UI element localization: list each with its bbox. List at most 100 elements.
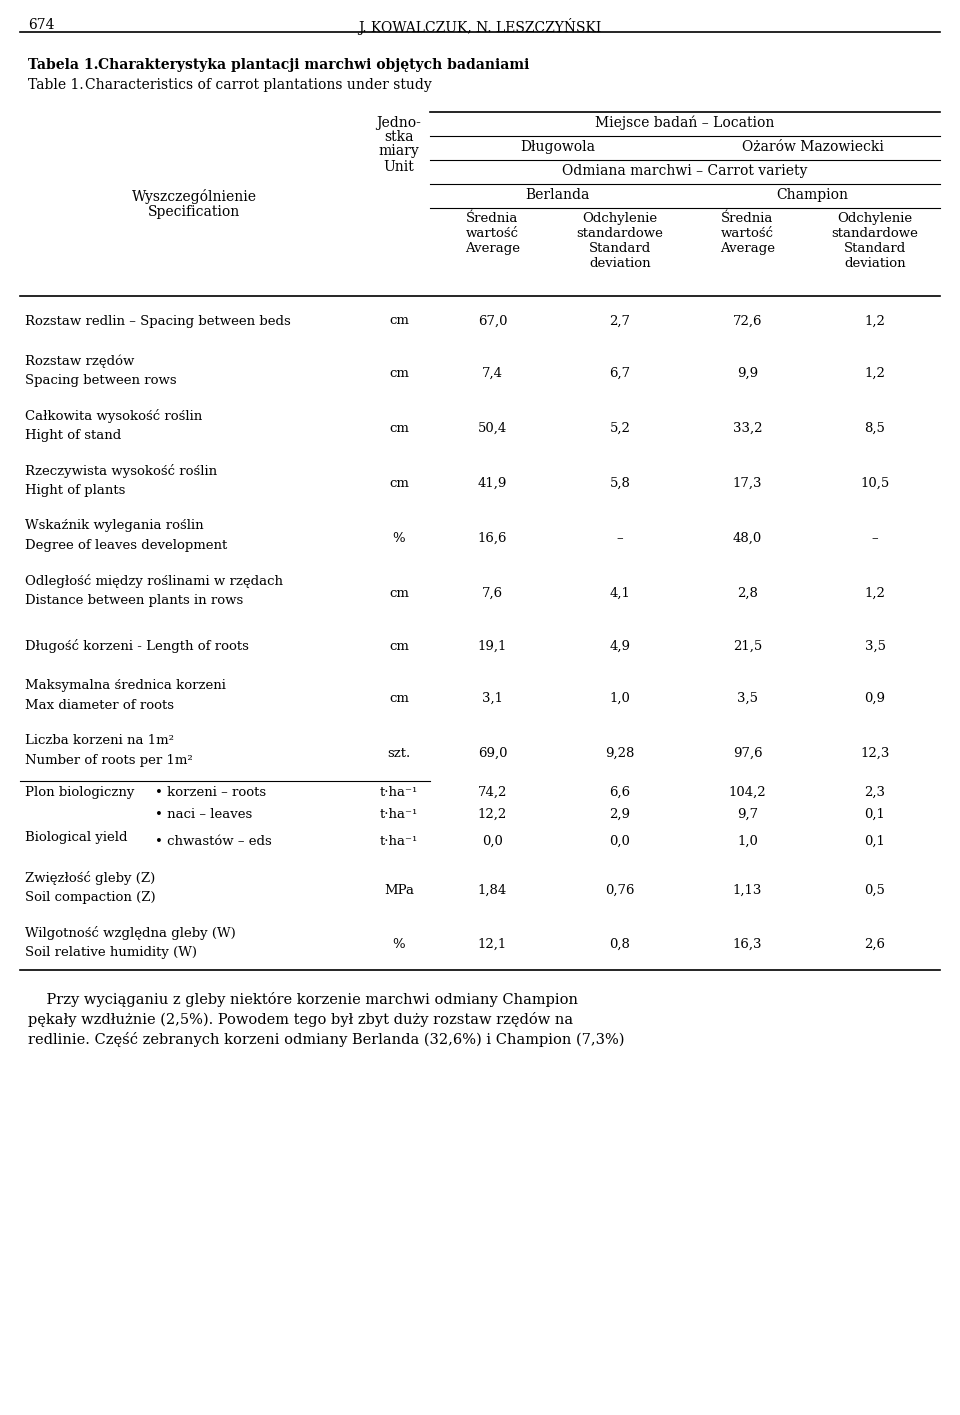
Text: • naci – leaves: • naci – leaves [155,808,252,821]
Text: Degree of leaves development: Degree of leaves development [25,539,228,552]
Text: stka: stka [384,130,414,144]
Text: 1,84: 1,84 [478,884,507,897]
Text: 72,6: 72,6 [732,314,762,327]
Text: 1,0: 1,0 [737,835,758,848]
Text: 1,0: 1,0 [610,692,631,705]
Text: 1,2: 1,2 [865,314,885,327]
Text: miary: miary [378,144,420,158]
Text: Średnia
wartość
Average: Średnia wartość Average [465,212,520,255]
Text: cm: cm [389,314,409,327]
Text: pękały wzdłużnie (2,5%). Powodem tego był zbyt duży rozstaw rzędów na: pękały wzdłużnie (2,5%). Powodem tego by… [28,1012,573,1027]
Text: Wilgotność względna gleby (W): Wilgotność względna gleby (W) [25,925,236,940]
Text: 16,3: 16,3 [732,938,762,951]
Text: Odchylenie
standardowe
Standard
deviation: Odchylenie standardowe Standard deviatio… [831,212,919,270]
Text: Miejsce badań – Location: Miejsce badań – Location [595,116,775,130]
Text: 2,9: 2,9 [610,808,631,821]
Text: • korzeni – roots: • korzeni – roots [155,785,266,799]
Text: Spacing between rows: Spacing between rows [25,374,177,386]
Text: t·ha⁻¹: t·ha⁻¹ [380,808,419,821]
Text: cm: cm [389,692,409,705]
Text: 6,6: 6,6 [610,785,631,799]
Text: –: – [872,532,878,545]
Text: 7,6: 7,6 [482,587,503,600]
Text: szt.: szt. [388,747,411,760]
Text: 69,0: 69,0 [478,747,507,760]
Text: 4,1: 4,1 [610,587,631,600]
Text: Wyszczególnienie: Wyszczególnienie [132,188,256,204]
Text: 3,5: 3,5 [737,692,758,705]
Text: 2,7: 2,7 [610,314,631,327]
Text: 674: 674 [28,18,55,33]
Text: Odmiana marchwi – Carrot variety: Odmiana marchwi – Carrot variety [563,164,807,178]
Text: 19,1: 19,1 [478,640,507,652]
Text: –: – [616,532,623,545]
Text: 0,5: 0,5 [865,884,885,897]
Text: Długość korzeni - Length of roots: Długość korzeni - Length of roots [25,640,249,652]
Text: Zwięzłość gleby (Z): Zwięzłość gleby (Z) [25,872,156,884]
Text: 0,1: 0,1 [865,835,885,848]
Text: 9,28: 9,28 [606,747,635,760]
Text: 2,6: 2,6 [865,938,885,951]
Text: Rozstaw redlin – Spacing between beds: Rozstaw redlin – Spacing between beds [25,314,291,327]
Text: Max diameter of roots: Max diameter of roots [25,699,174,712]
Text: Champion: Champion [777,188,849,202]
Text: Specification: Specification [148,205,240,219]
Text: 12,1: 12,1 [478,938,507,951]
Text: Table 1.: Table 1. [28,78,84,92]
Text: Hight of plants: Hight of plants [25,484,126,497]
Text: 12,3: 12,3 [860,747,890,760]
Text: Ożarów Mazowiecki: Ożarów Mazowiecki [741,140,883,154]
Text: 5,8: 5,8 [610,477,631,490]
Text: 2,8: 2,8 [737,587,758,600]
Text: 10,5: 10,5 [860,477,890,490]
Text: Distance between plants in rows: Distance between plants in rows [25,594,243,607]
Text: 0,0: 0,0 [482,835,503,848]
Text: 9,9: 9,9 [737,366,758,381]
Text: Jedno-: Jedno- [376,116,421,130]
Text: J. KOWALCZUK, N. LESZCZYŃSKI: J. KOWALCZUK, N. LESZCZYŃSKI [358,18,602,35]
Text: cm: cm [389,366,409,381]
Text: Biological yield: Biological yield [25,831,128,843]
Text: 6,7: 6,7 [610,366,631,381]
Text: Soil compaction (Z): Soil compaction (Z) [25,891,156,904]
Text: Berlanda: Berlanda [525,188,589,202]
Text: cm: cm [389,477,409,490]
Text: Wskaźnik wylegania roślin: Wskaźnik wylegania roślin [25,519,204,532]
Text: Przy wyciąganiu z gleby niektóre korzenie marchwi odmiany Champion: Przy wyciąganiu z gleby niektóre korzeni… [28,992,578,1007]
Text: Soil relative humidity (W): Soil relative humidity (W) [25,947,197,959]
Text: t·ha⁻¹: t·ha⁻¹ [380,835,419,848]
Text: 0,0: 0,0 [610,835,631,848]
Text: Rzeczywista wysokość roślin: Rzeczywista wysokość roślin [25,464,217,478]
Text: Całkowita wysokość roślin: Całkowita wysokość roślin [25,409,203,423]
Text: Charakterystyka plantacji marchwi objętych badaniami: Charakterystyka plantacji marchwi objęty… [98,58,529,72]
Text: Średnia
wartość
Average: Średnia wartość Average [720,212,775,255]
Text: Maksymalna średnica korzeni: Maksymalna średnica korzeni [25,679,226,692]
Text: cm: cm [389,640,409,652]
Text: 4,9: 4,9 [610,640,631,652]
Text: Odległość między roślinami w rzędach: Odległość między roślinami w rzędach [25,574,283,589]
Text: 1,2: 1,2 [865,587,885,600]
Text: t·ha⁻¹: t·ha⁻¹ [380,785,419,799]
Text: 21,5: 21,5 [732,640,762,652]
Text: 67,0: 67,0 [478,314,507,327]
Text: redlinie. Część zebranych korzeni odmiany Berlanda (32,6%) i Champion (7,3%): redlinie. Część zebranych korzeni odmian… [28,1032,625,1047]
Text: 12,2: 12,2 [478,808,507,821]
Text: 104,2: 104,2 [729,785,766,799]
Text: 17,3: 17,3 [732,477,762,490]
Text: 48,0: 48,0 [732,532,762,545]
Text: 3,5: 3,5 [865,640,885,652]
Text: 3,1: 3,1 [482,692,503,705]
Text: Liczba korzeni na 1m²: Liczba korzeni na 1m² [25,734,174,747]
Text: cm: cm [389,422,409,434]
Text: Tabela 1.: Tabela 1. [28,58,99,72]
Text: %: % [393,532,405,545]
Text: 97,6: 97,6 [732,747,762,760]
Text: 33,2: 33,2 [732,422,762,434]
Text: Długowola: Długowola [520,140,595,154]
Text: • chwastów – eds: • chwastów – eds [155,835,272,848]
Text: 16,6: 16,6 [478,532,507,545]
Text: 74,2: 74,2 [478,785,507,799]
Text: 7,4: 7,4 [482,366,503,381]
Text: 8,5: 8,5 [865,422,885,434]
Text: MPa: MPa [384,884,414,897]
